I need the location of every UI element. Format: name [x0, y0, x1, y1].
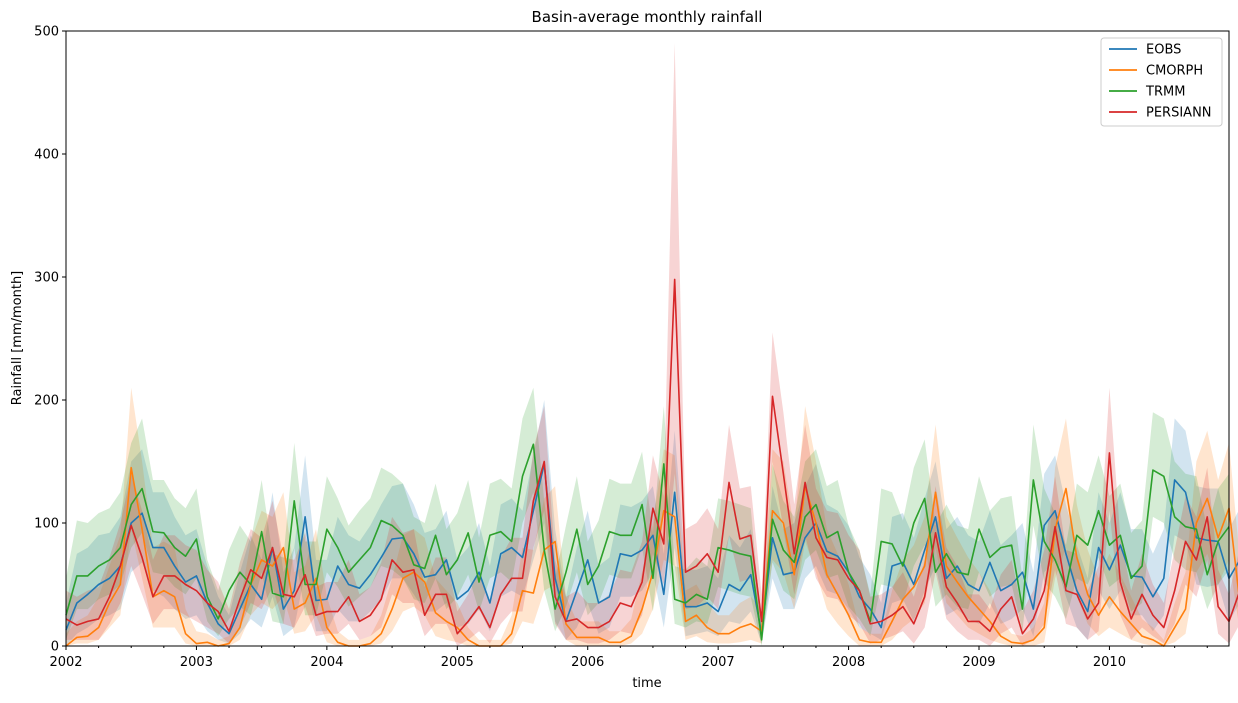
legend-label-trmm: TRMM	[1145, 85, 1185, 100]
plot-frame	[65, 30, 1230, 647]
x-axis: 2002 2003 2004 2005 2006 2007 2008 2009 2010	[49, 646, 1208, 670]
series-line-persiann	[65, 278, 1238, 635]
x-tick-label: 2009	[962, 655, 995, 670]
series-line-cmorph	[65, 466, 1238, 647]
series-lines	[65, 278, 1238, 647]
x-tick-label: 2003	[180, 655, 213, 670]
legend-label-eobs: EOBS	[1146, 43, 1181, 58]
y-tick-label: 400	[34, 148, 59, 163]
x-tick-label: 2006	[571, 655, 604, 670]
x-tick-label: 2008	[832, 655, 865, 670]
legend: EOBS CMORPH TRMM PERSIANN	[1100, 37, 1223, 127]
band-trmm	[66, 387, 1229, 646]
y-tick-label: 200	[34, 394, 59, 409]
legend-box	[1100, 37, 1223, 127]
legend-label-persiann: PERSIANN	[1146, 106, 1212, 121]
y-axis-label: Rainfall [mm/month]	[10, 271, 25, 406]
x-tick-label: 2007	[702, 655, 735, 670]
x-axis-label: time	[632, 676, 661, 691]
y-tick-label: 0	[51, 640, 59, 655]
x-tick-label: 2010	[1093, 655, 1126, 670]
x-tick-label: 2002	[49, 655, 82, 670]
x-tick-label: 2005	[441, 655, 474, 670]
y-tick-label: 100	[34, 517, 59, 532]
legend-label-cmorph: CMORPH	[1146, 64, 1203, 79]
uncertainty-bands	[66, 43, 1238, 646]
band-eobs	[66, 400, 1238, 646]
y-tick-label: 500	[34, 25, 59, 40]
y-tick-label: 300	[34, 271, 59, 286]
x-tick-label: 2004	[310, 655, 343, 670]
chart-title: Basin-average monthly rainfall	[532, 8, 763, 26]
series-line-eobs	[65, 463, 1238, 635]
y-axis: 0 100 200 300 400 500	[34, 25, 66, 655]
